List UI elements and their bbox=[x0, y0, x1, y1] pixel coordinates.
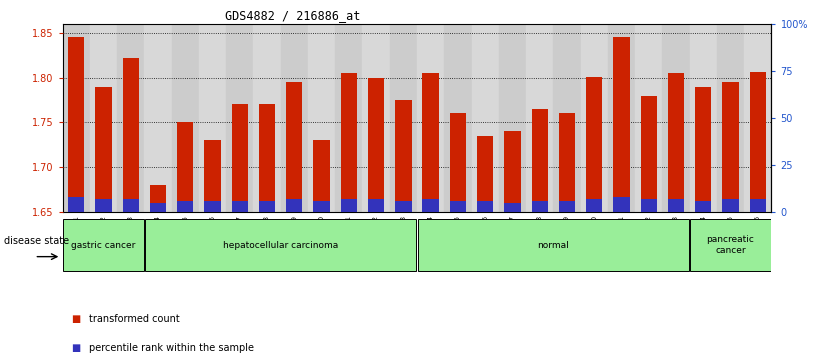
Bar bbox=[232, 105, 248, 212]
Bar bbox=[690, 24, 717, 212]
FancyBboxPatch shape bbox=[63, 219, 143, 271]
Bar bbox=[368, 78, 384, 212]
Bar bbox=[395, 100, 411, 212]
FancyBboxPatch shape bbox=[145, 219, 416, 271]
Bar bbox=[559, 201, 575, 212]
Bar bbox=[586, 77, 602, 212]
Bar bbox=[232, 201, 248, 212]
Text: pancreatic
cancer: pancreatic cancer bbox=[706, 235, 755, 255]
Bar bbox=[505, 203, 520, 212]
FancyBboxPatch shape bbox=[691, 219, 771, 271]
Bar bbox=[641, 95, 657, 212]
Bar bbox=[281, 24, 308, 212]
Bar bbox=[286, 199, 303, 212]
Bar bbox=[368, 199, 384, 212]
Text: gastric cancer: gastric cancer bbox=[71, 241, 136, 249]
Bar bbox=[308, 24, 335, 212]
Bar bbox=[286, 82, 303, 212]
Bar bbox=[423, 73, 439, 212]
Bar bbox=[531, 201, 548, 212]
Bar bbox=[117, 24, 144, 212]
Bar bbox=[389, 24, 417, 212]
Bar bbox=[722, 199, 739, 212]
Text: ■: ■ bbox=[71, 343, 80, 354]
Bar bbox=[553, 24, 580, 212]
Bar bbox=[150, 203, 166, 212]
Bar bbox=[641, 199, 657, 212]
Bar bbox=[477, 201, 494, 212]
Bar bbox=[717, 24, 744, 212]
Bar bbox=[450, 201, 466, 212]
Bar bbox=[744, 24, 771, 212]
Text: percentile rank within the sample: percentile rank within the sample bbox=[89, 343, 254, 354]
Bar bbox=[695, 86, 711, 212]
Bar bbox=[335, 24, 363, 212]
Bar bbox=[144, 24, 172, 212]
Bar bbox=[172, 24, 198, 212]
Bar bbox=[259, 105, 275, 212]
Bar bbox=[177, 201, 193, 212]
Bar bbox=[204, 140, 221, 212]
Text: hepatocellular carcinoma: hepatocellular carcinoma bbox=[223, 241, 339, 249]
Bar bbox=[471, 24, 499, 212]
Bar bbox=[123, 58, 139, 212]
Bar bbox=[150, 185, 166, 212]
Text: normal: normal bbox=[537, 241, 569, 249]
Bar bbox=[608, 24, 636, 212]
Bar bbox=[314, 140, 329, 212]
Bar bbox=[445, 24, 471, 212]
Bar bbox=[395, 201, 411, 212]
Bar bbox=[613, 197, 630, 212]
FancyBboxPatch shape bbox=[418, 219, 689, 271]
Bar bbox=[423, 199, 439, 212]
Bar bbox=[259, 201, 275, 212]
Bar bbox=[177, 122, 193, 212]
Bar bbox=[314, 201, 329, 212]
Bar bbox=[531, 109, 548, 212]
Bar bbox=[750, 199, 766, 212]
Bar bbox=[580, 24, 608, 212]
Bar bbox=[204, 201, 221, 212]
Bar bbox=[198, 24, 226, 212]
Bar bbox=[95, 86, 112, 212]
Bar bbox=[340, 199, 357, 212]
Bar bbox=[417, 24, 445, 212]
Bar bbox=[668, 199, 684, 212]
Bar bbox=[750, 72, 766, 212]
Text: transformed count: transformed count bbox=[89, 314, 180, 325]
Bar bbox=[559, 114, 575, 212]
Bar bbox=[526, 24, 553, 212]
Bar bbox=[695, 201, 711, 212]
Text: disease state: disease state bbox=[4, 236, 69, 246]
Bar bbox=[68, 197, 84, 212]
Bar bbox=[499, 24, 526, 212]
Bar bbox=[477, 136, 494, 212]
Text: ■: ■ bbox=[71, 314, 80, 325]
Bar bbox=[668, 73, 684, 212]
Bar bbox=[340, 73, 357, 212]
Bar bbox=[68, 37, 84, 212]
Bar bbox=[254, 24, 281, 212]
Bar bbox=[722, 82, 739, 212]
Bar bbox=[613, 37, 630, 212]
Bar bbox=[636, 24, 662, 212]
Bar bbox=[95, 199, 112, 212]
Bar bbox=[662, 24, 690, 212]
Bar bbox=[450, 114, 466, 212]
Bar bbox=[63, 24, 90, 212]
Bar bbox=[226, 24, 254, 212]
Bar bbox=[363, 24, 389, 212]
Bar bbox=[123, 199, 139, 212]
Text: GDS4882 / 216886_at: GDS4882 / 216886_at bbox=[225, 9, 360, 22]
Bar bbox=[505, 131, 520, 212]
Bar bbox=[586, 199, 602, 212]
Bar bbox=[90, 24, 117, 212]
